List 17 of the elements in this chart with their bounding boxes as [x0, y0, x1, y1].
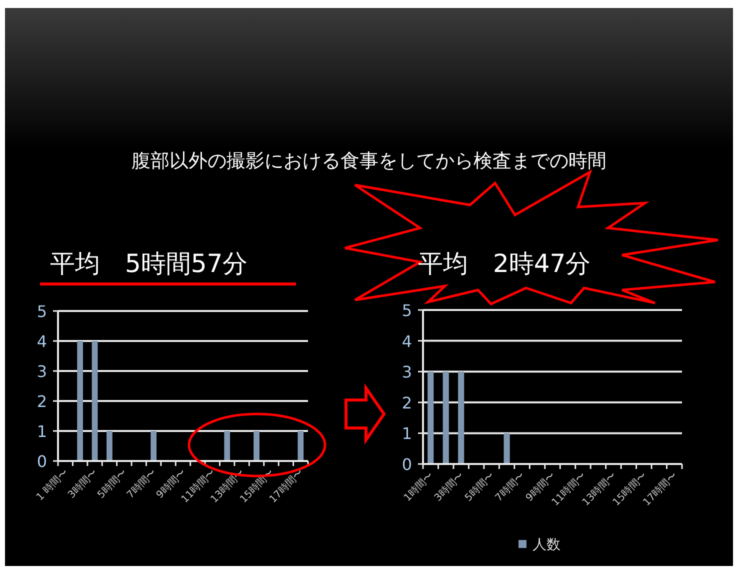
y-tick-label: 2 — [402, 393, 412, 412]
x-tick-label: 7時間〜 — [492, 470, 528, 504]
y-tick-label: 5 — [402, 301, 412, 320]
y-tick-label: 3 — [402, 362, 412, 382]
y-tick-label: 1 — [36, 422, 48, 441]
chart-subtitle: 平均 5時間57分 — [50, 249, 248, 278]
y-tick-label: 2 — [36, 392, 48, 411]
text: 腹部以外の撮影における食事をしてから検査までの時間 — [132, 150, 606, 172]
legend-label: 人数 — [532, 537, 560, 553]
y-tick-label: 5 — [36, 302, 48, 321]
y-tick-label: 0 — [402, 455, 412, 474]
y-tick-label: 3 — [36, 362, 48, 381]
chart-subtitle: 平均 2時47分 — [418, 249, 591, 278]
y-tick-label: 4 — [36, 332, 48, 351]
y-tick-label: 4 — [402, 332, 412, 351]
y-tick-label: 0 — [36, 452, 48, 471]
y-tick-label: 1 — [402, 424, 412, 444]
